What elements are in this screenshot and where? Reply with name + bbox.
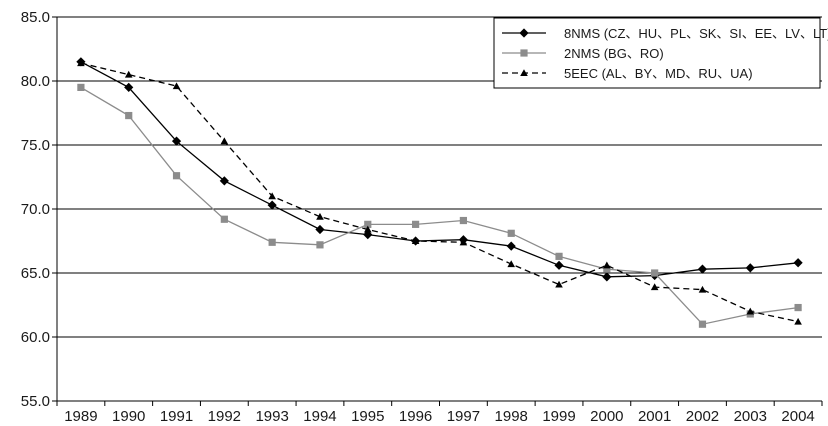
- diamond-marker: [554, 260, 564, 270]
- x-tick-label: 1990: [112, 408, 145, 425]
- x-tick-label: 2004: [781, 408, 814, 425]
- x-tick-label: 1989: [64, 408, 97, 425]
- y-tick-label: 55.0: [21, 393, 50, 410]
- square-marker: [603, 265, 611, 273]
- series-line: [80, 62, 799, 323]
- legend-label: 8NMS (CZ、HU、PL、SK、SI、EE、LV、LT): [564, 26, 828, 41]
- x-tick-label: 2000: [590, 408, 623, 425]
- square-marker: [125, 111, 133, 120]
- y-tick-label: 70.0: [21, 201, 50, 218]
- x-tick-label: 1995: [351, 408, 384, 425]
- square-marker: [220, 215, 228, 223]
- x-tick-label: 2003: [734, 408, 767, 425]
- diamond-marker: [506, 241, 516, 251]
- x-tick-label: 1994: [303, 408, 336, 425]
- diamond-marker: [519, 28, 529, 38]
- series-3: [77, 59, 802, 325]
- series-line: [80, 86, 799, 325]
- square-marker: [172, 172, 181, 180]
- square-marker: [268, 238, 276, 246]
- x-tick-label: 2002: [686, 408, 719, 425]
- triangle-marker: [124, 70, 133, 78]
- triangle-marker: [459, 238, 468, 246]
- x-tick-label: 1991: [160, 408, 193, 425]
- square-marker: [651, 269, 659, 277]
- square-marker: [555, 252, 563, 260]
- triangle-marker: [603, 261, 611, 269]
- triangle-marker: [746, 307, 755, 315]
- x-tick-label: 1999: [542, 408, 575, 425]
- x-tick-label: 1997: [447, 408, 480, 425]
- series-line: [80, 61, 799, 278]
- triangle-marker: [411, 237, 420, 245]
- series-1: [76, 57, 803, 282]
- x-tick-label: 1998: [495, 408, 528, 425]
- triangle-marker: [520, 69, 528, 77]
- triangle-marker: [363, 225, 372, 233]
- x-tick-label: 1996: [399, 408, 432, 425]
- diamond-marker: [745, 263, 755, 273]
- triangle-marker: [555, 280, 563, 288]
- legend: 8NMS (CZ、HU、PL、SK、SI、EE、LV、LT) 2NMS (BG、R…: [493, 17, 828, 89]
- legend-label: 2NMS (BG、RO): [564, 46, 664, 61]
- legend-box: [493, 17, 821, 89]
- triangle-marker: [650, 283, 659, 291]
- square-marker: [411, 220, 420, 228]
- triangle-marker: [698, 285, 707, 293]
- diamond-marker: [602, 272, 612, 282]
- triangle-marker: [220, 137, 229, 145]
- triangle-marker: [794, 317, 802, 325]
- y-tick-label: 65.0: [21, 265, 50, 282]
- square-marker: [520, 49, 528, 57]
- x-tick-label: 2001: [638, 408, 671, 425]
- x-tick-label: 1992: [208, 408, 241, 425]
- plot-area: [76, 57, 803, 328]
- diamond-marker: [697, 264, 708, 274]
- x-tick-label: 1993: [255, 408, 288, 425]
- square-marker: [794, 303, 802, 312]
- diamond-marker: [124, 82, 134, 92]
- y-tick-label: 75.0: [21, 137, 50, 154]
- legend-label: 5EEC (AL、BY、MD、RU、UA): [564, 66, 753, 81]
- y-tick-label: 80.0: [21, 73, 50, 90]
- diamond-marker: [793, 258, 803, 268]
- square-marker: [316, 241, 324, 249]
- triangle-marker: [316, 212, 324, 220]
- square-marker: [364, 220, 372, 228]
- square-marker: [507, 229, 515, 237]
- triangle-marker: [172, 82, 181, 90]
- x-axis-ticks: 1989 1990 1991 1992 1993 1994 1995 1996 1997 1998…: [56, 401, 823, 425]
- square-marker: [77, 83, 85, 91]
- triangle-marker: [507, 260, 516, 268]
- triangle-marker: [77, 59, 85, 67]
- diamond-marker: [219, 176, 229, 186]
- y-tick-label: 85.0: [21, 9, 50, 26]
- series-2: [77, 83, 802, 328]
- diamond-marker: [171, 136, 182, 146]
- gridlines: [56, 16, 822, 402]
- square-marker: [459, 216, 468, 225]
- y-axis-ticks: 55.0 60.0 65.0 70.0 75.0 80.0 85.0: [21, 9, 57, 410]
- square-marker: [698, 320, 707, 328]
- y-tick-label: 60.0: [21, 329, 50, 346]
- diamond-marker: [267, 200, 277, 210]
- diamond-marker: [315, 224, 325, 235]
- triangle-marker: [268, 192, 276, 200]
